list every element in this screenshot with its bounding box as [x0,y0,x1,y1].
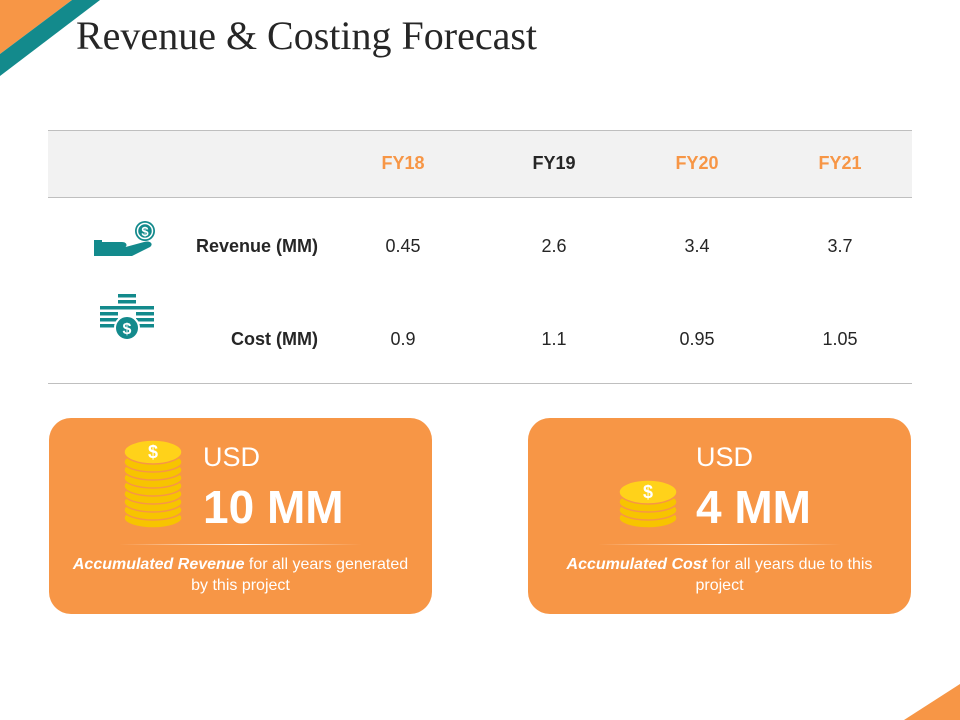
svg-text:$: $ [148,442,158,462]
revenue-fy21: 3.7 [827,236,853,256]
coin-stack-icon: $ [618,479,678,529]
header-fy18: FY18 [381,153,425,173]
cost-caption-rest: for all years due to this project [695,556,873,594]
revenue-caption-bold: Accumulated Revenue [72,556,245,573]
card-divider [598,544,841,545]
svg-text:$: $ [123,321,132,338]
table-header: FY18 FY19 FY20 FY21 [48,130,912,198]
cost-fy20: 0.95 [679,329,715,349]
forecast-table: FY18 FY19 FY20 FY21 $ Revenue (MM) 0.45 … [48,130,912,386]
revenue-summary-card: $ USD 10 MM Accumulated Revenue for all … [49,418,432,614]
cost-caption: Accumulated Cost for all years due to th… [548,554,891,596]
hand-money-icon: $ [94,221,155,256]
cost-fy21: 1.05 [822,329,858,349]
cost-fy19: 1.1 [541,329,567,349]
svg-text:$: $ [643,482,653,502]
row-label-revenue: Revenue (MM) [195,236,318,256]
cost-currency: USD [696,442,754,472]
card-divider [119,544,362,545]
corner-decoration-bottom-right [904,684,960,720]
header-fy19: FY19 [532,153,576,173]
cost-fy18: 0.9 [390,329,416,349]
cost-caption-bold: Accumulated Cost [566,556,708,573]
cost-amount: 4 MM [696,481,811,533]
row-label-cost: Cost (MM) [231,329,318,349]
svg-text:$: $ [141,224,149,239]
header-fy21: FY21 [818,153,862,173]
coin-stack-icon: $ [123,439,183,529]
revenue-fy18: 0.45 [385,236,421,256]
revenue-currency: USD [203,442,261,472]
money-stack-icon: $ [100,294,154,341]
revenue-fy19: 2.6 [541,236,567,256]
corner-decoration-top-left [0,0,100,76]
table-bottom-rule [48,383,912,384]
page-title: Revenue & Costing Forecast [76,13,538,58]
revenue-caption: Accumulated Revenue for all years genera… [69,554,412,596]
cost-summary-card: $ USD 4 MM Accumulated Cost for all year… [528,418,911,614]
revenue-caption-rest: for all years generated by this project [191,556,409,594]
revenue-fy20: 3.4 [684,236,710,256]
header-fy20: FY20 [675,153,719,173]
revenue-amount: 10 MM [203,481,344,533]
